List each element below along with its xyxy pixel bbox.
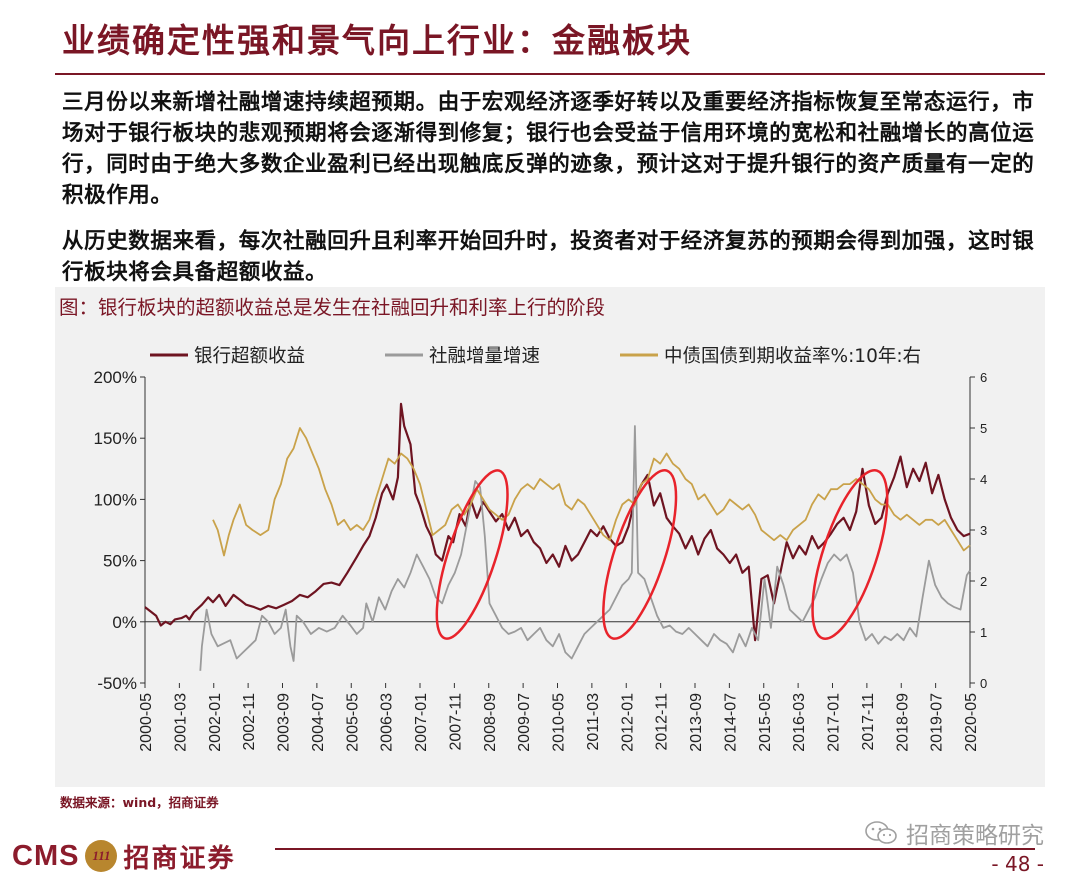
series-line-2 (212, 427, 971, 557)
y-tick-label-left: 50% (103, 552, 137, 571)
y-tick-label-left: 200% (94, 368, 137, 387)
series-line-1 (199, 425, 971, 671)
x-tick-label: 2012-11 (654, 693, 671, 751)
x-tick-label: 2007-11 (447, 693, 464, 751)
series-line-0 (144, 402, 971, 642)
x-tick-label: 2007-01 (413, 693, 430, 752)
highlight-ellipse-1 (602, 469, 678, 640)
paragraph-2: 从历史数据来看，每次社融回升且利率开始回升时，投资者对于经济复苏的预期会得到加强… (62, 229, 1035, 285)
x-tick-label: 2008-09 (482, 693, 499, 752)
x-tick-label: 2004-07 (310, 693, 327, 752)
watermark-text: 招商策略研究 (906, 823, 1044, 849)
highlight-ellipse-2 (811, 469, 889, 640)
y-tick-label-right: 1 (980, 625, 987, 640)
page-title: 业绩确定性强和景气向上行业：金融板块 (62, 21, 692, 60)
y-tick-label-right: 3 (980, 523, 987, 538)
logo-text: CMS (12, 839, 80, 872)
watermark: 招商策略研究 (864, 816, 1044, 850)
x-tick-label: 2017-01 (826, 693, 843, 752)
x-tick-label: 2016-03 (791, 693, 808, 752)
legend-label-0: 银行超额收益 (194, 346, 305, 367)
y-tick-label-left: 100% (94, 490, 137, 509)
chart-panel: 图：银行板块的超额收益总是发生在社融回升和利率上行的阶段 200% 150% 100… (55, 287, 1045, 787)
x-tick-label: 2010-05 (551, 693, 568, 752)
y-tick-label-right: 5 (980, 421, 987, 436)
y-tick-label-left: 150% (94, 429, 137, 448)
x-tick-label: 2000-05 (138, 693, 155, 752)
y-tick-label-left: 0% (112, 613, 137, 632)
highlight-ellipse-0 (435, 469, 509, 640)
page-number: - 48 - (991, 852, 1044, 876)
y-tick-label-right: 2 (980, 574, 987, 589)
x-tick-label: 2018-09 (894, 693, 911, 752)
x-tick-label: 2020-05 (963, 693, 980, 752)
line-chart: 200% 150% 100% 50% 0% -50% 6 5 4 3 2 1 0 2000-05 2001-… (94, 346, 988, 752)
x-tick-label: 2005-05 (344, 693, 361, 752)
logo-name: 招商证券 (123, 843, 236, 874)
x-tick-label: 2013-09 (688, 693, 705, 752)
legend-label-1: 社融增量增速 (429, 346, 540, 367)
x-tick-label: 2015-05 (757, 693, 774, 752)
paragraph-1: 三月份以来新增社融增速持续超预期。由于宏观经济逐季好转以及重要经济指标恢复至常态… (62, 90, 1035, 208)
x-tick-label: 2014-07 (722, 693, 739, 752)
logo-badge-icon: 111 (85, 840, 118, 872)
x-tick-label: 2002-11 (241, 693, 258, 751)
x-tick-label: 2006-03 (379, 693, 396, 752)
x-tick-label: 2012-01 (619, 693, 636, 752)
x-tick-label: 2003-09 (276, 693, 293, 752)
y-tick-label-right: 0 (980, 676, 987, 691)
title-divider (55, 73, 1045, 75)
x-tick-label: 2017-11 (860, 693, 877, 751)
x-tick-label: 2019-07 (929, 693, 946, 752)
data-source: 数据来源：wind，招商证券 (60, 795, 219, 810)
legend-label-2: 中债国债到期收益率%:10年:右 (664, 346, 921, 367)
y-tick-label-left: -50% (97, 674, 137, 693)
x-tick-label: 2001-03 (172, 693, 189, 752)
x-tick-label: 2009-07 (516, 693, 533, 752)
figure-caption: 图：银行板块的超额收益总是发生在社融回升和利率上行的阶段 (59, 296, 606, 319)
y-tick-label-right: 4 (980, 472, 987, 487)
company-logo: CMS 111 招商证券 (12, 836, 235, 876)
footer-divider (275, 848, 1035, 850)
y-tick-label-right: 6 (980, 370, 987, 385)
wechat-icon (865, 821, 897, 844)
x-tick-label: 2002-01 (207, 693, 224, 752)
x-tick-label: 2011-03 (585, 693, 602, 751)
